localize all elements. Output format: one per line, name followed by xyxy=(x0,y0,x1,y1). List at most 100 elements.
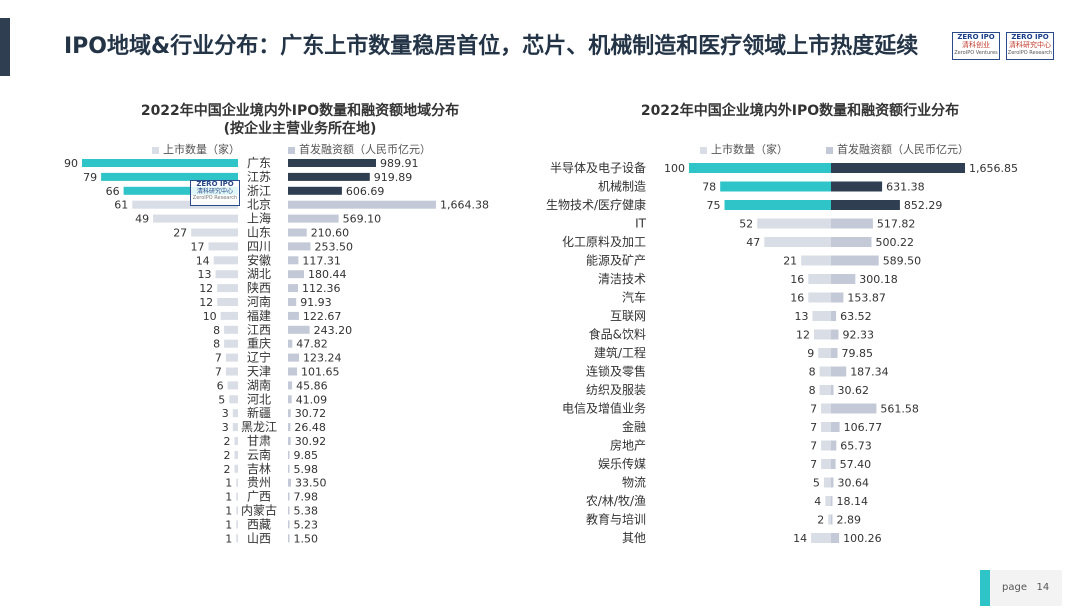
count-bar xyxy=(819,366,831,377)
category-tick-label: 四川 xyxy=(247,239,271,253)
count-bar xyxy=(808,292,831,303)
legend-swatch-amount xyxy=(826,146,833,154)
category-tick-label: 辽宁 xyxy=(247,350,271,365)
count-bar xyxy=(236,534,238,543)
amount-bar xyxy=(288,381,293,390)
amount-data-label: 91.93 xyxy=(300,296,332,309)
amount-bar xyxy=(288,367,297,376)
amount-bar xyxy=(288,325,310,334)
amount-bar xyxy=(831,274,856,284)
category-tick-label: 吉林 xyxy=(247,462,271,476)
count-bar xyxy=(227,381,238,390)
footer-accent-bar xyxy=(980,570,990,606)
count-bar xyxy=(818,348,831,358)
amount-data-label: 30.62 xyxy=(838,384,870,397)
count-data-label: 10 xyxy=(203,310,217,323)
count-bar xyxy=(825,496,831,506)
count-bar xyxy=(213,256,238,265)
amount-bar xyxy=(831,255,879,266)
category-tick-label: 半导体及电子设备 xyxy=(550,161,646,175)
count-bar xyxy=(191,228,238,237)
amount-data-label: 569.10 xyxy=(343,213,382,226)
region-chart-title: 2022年中国企业境内外IPO数量和融资额地域分布 xyxy=(140,103,460,119)
amount-data-label: 30.64 xyxy=(838,477,870,490)
amount-bar xyxy=(288,520,290,529)
amount-data-label: 41.09 xyxy=(296,393,328,406)
category-tick-label: 陕西 xyxy=(247,280,271,295)
category-tick-label: 连锁及零售 xyxy=(586,364,646,379)
category-tick-label: 物流 xyxy=(622,476,646,490)
count-data-label: 7 xyxy=(810,403,817,416)
count-data-label: 66 xyxy=(106,185,120,198)
category-tick-label: 广西 xyxy=(247,490,271,504)
amount-data-label: 180.44 xyxy=(308,268,347,281)
amount-data-label: 5.98 xyxy=(294,463,319,476)
amount-bar xyxy=(831,366,847,377)
count-bar xyxy=(689,163,831,173)
category-tick-label: 农/林/牧/渔 xyxy=(586,494,646,508)
category-tick-label: 湖北 xyxy=(247,266,271,281)
amount-bar xyxy=(288,186,342,195)
amount-bar xyxy=(288,423,291,432)
category-tick-label: 生物技术/医疗健康 xyxy=(546,197,646,212)
amount-bar xyxy=(288,353,299,362)
amount-bar xyxy=(831,329,839,340)
count-bar xyxy=(236,478,238,487)
amount-bar xyxy=(831,348,838,358)
count-data-label: 8 xyxy=(809,384,816,397)
count-data-label: 12 xyxy=(796,329,810,342)
amount-data-label: 500.22 xyxy=(876,236,915,249)
category-tick-label: 重庆 xyxy=(247,337,271,351)
count-data-label: 52 xyxy=(739,218,753,231)
count-data-label: 6 xyxy=(217,379,224,392)
amount-data-label: 517.82 xyxy=(877,218,916,231)
amount-data-label: 589.50 xyxy=(883,255,922,268)
title-accent-bar xyxy=(0,18,10,76)
count-data-label: 7 xyxy=(810,458,817,471)
amount-data-label: 7.98 xyxy=(294,491,319,504)
amount-data-label: 1,664.38 xyxy=(440,199,489,212)
count-bar xyxy=(229,395,238,404)
amount-bar xyxy=(831,422,840,432)
count-bar xyxy=(220,311,238,320)
industry-legend-amount: 首发融资额（人民币亿元） xyxy=(826,141,969,157)
amount-bar xyxy=(831,477,834,488)
count-bar xyxy=(236,492,238,501)
category-tick-label: 机械制造 xyxy=(598,179,646,194)
count-bar xyxy=(819,385,831,395)
count-bar xyxy=(232,423,238,432)
amount-bar xyxy=(288,214,339,223)
amount-data-label: 5.23 xyxy=(294,518,319,531)
category-tick-label: 黑龙江 xyxy=(241,420,277,434)
count-data-label: 1 xyxy=(225,491,232,504)
amount-bar xyxy=(288,284,298,293)
count-data-label: 14 xyxy=(196,254,210,267)
count-bar xyxy=(236,520,238,529)
category-tick-label: 江苏 xyxy=(247,170,271,184)
count-bar xyxy=(234,437,238,445)
count-bar xyxy=(821,440,831,451)
count-data-label: 2 xyxy=(817,514,824,527)
count-data-label: 27 xyxy=(173,227,187,240)
amount-data-label: 210.60 xyxy=(311,227,350,240)
category-tick-label: 山西 xyxy=(247,531,271,545)
count-bar xyxy=(225,367,238,376)
count-data-label: 7 xyxy=(215,366,222,379)
count-bar xyxy=(814,329,831,340)
count-data-label: 1 xyxy=(225,532,232,545)
amount-data-label: 243.20 xyxy=(314,324,353,337)
amount-bar xyxy=(288,256,299,265)
amount-data-label: 92.33 xyxy=(843,329,875,342)
amount-data-label: 100.26 xyxy=(843,532,882,545)
amount-bar xyxy=(288,534,290,543)
amount-data-label: 117.31 xyxy=(302,254,341,267)
count-data-label: 2 xyxy=(224,435,231,448)
category-tick-label: 纺织及服装 xyxy=(586,383,646,397)
amount-bar xyxy=(831,163,965,173)
count-data-label: 13 xyxy=(795,310,809,323)
category-tick-label: 江西 xyxy=(247,323,271,337)
category-tick-label: 房地产 xyxy=(610,438,646,453)
amount-data-label: 300.18 xyxy=(859,273,898,286)
amount-data-label: 123.24 xyxy=(303,352,342,365)
category-tick-label: 互联网 xyxy=(610,309,646,323)
